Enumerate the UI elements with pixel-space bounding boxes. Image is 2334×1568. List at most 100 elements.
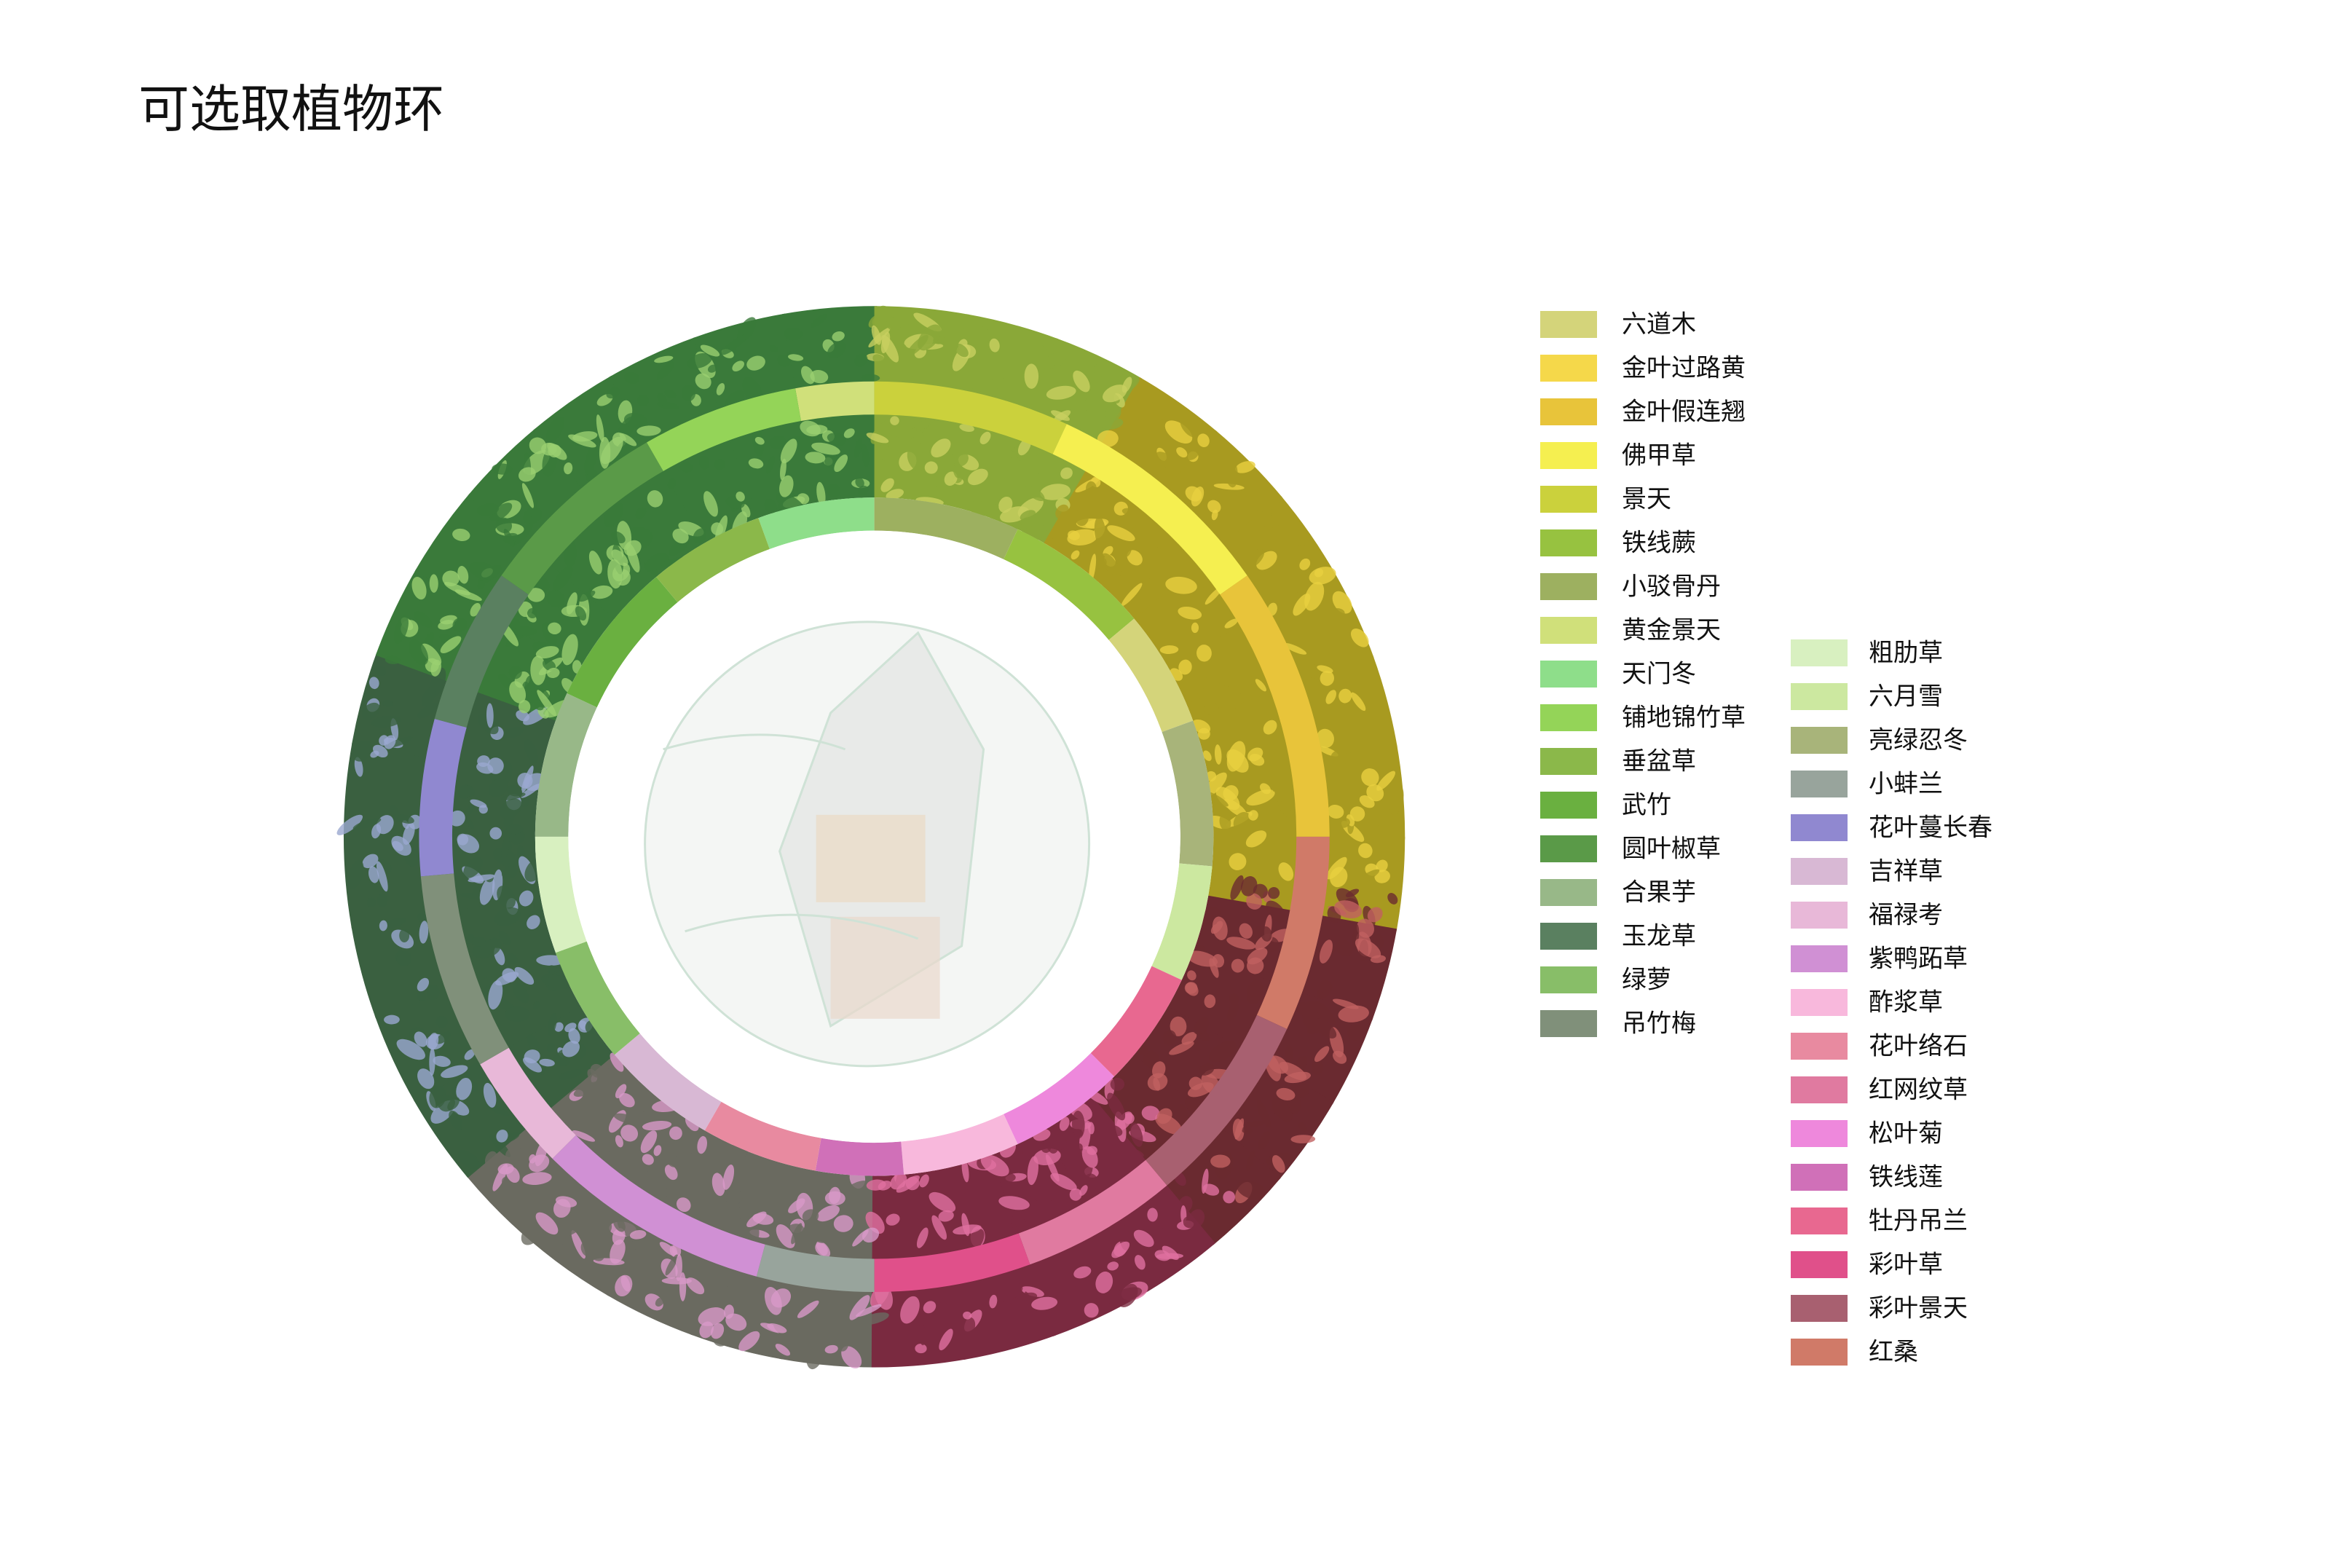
leaf [1147, 1207, 1158, 1222]
legend-label: 铺地锦竹草 [1622, 704, 1746, 733]
leaf [746, 1211, 767, 1228]
leaf [748, 458, 764, 469]
leaf [547, 667, 560, 679]
leaf [1127, 550, 1143, 566]
leaf [898, 323, 910, 335]
leaf [1351, 692, 1366, 712]
leaf [1101, 418, 1124, 430]
leaf [1018, 1192, 1038, 1205]
leaf [672, 528, 689, 544]
leaf [587, 1068, 602, 1088]
inner-band-segment [1151, 863, 1213, 980]
leaf [1353, 869, 1380, 886]
leaf [935, 1243, 948, 1256]
legend-swatch [1791, 989, 1848, 1016]
leaf [1108, 1125, 1123, 1137]
leaf [490, 937, 502, 949]
leaf [1356, 918, 1374, 938]
leaf [1149, 1266, 1164, 1280]
leaf [523, 500, 538, 523]
leaf [1116, 444, 1134, 457]
leaf [780, 438, 797, 464]
leaf [669, 1126, 682, 1140]
leaf [1327, 804, 1344, 819]
leaf [368, 866, 379, 883]
leaf [382, 700, 393, 707]
leaf [623, 412, 648, 429]
leaf [1107, 525, 1135, 542]
leaf [916, 1227, 929, 1248]
leaf [464, 1049, 476, 1060]
leaf [1086, 481, 1097, 497]
legend: 六道木金叶过路黄金叶假连翘佛甲草景天铁线蕨小驳骨丹黄金景天天门冬铺地锦竹草垂盆草… [1540, 310, 1992, 1367]
leaf [488, 980, 503, 1010]
leaf [824, 1344, 838, 1354]
leaf [725, 1147, 747, 1162]
outer-band-segment [419, 719, 467, 877]
leaf [607, 559, 623, 589]
leaf [998, 1196, 1030, 1210]
leaf [1290, 1135, 1316, 1143]
leaf [501, 832, 510, 862]
leaf [1193, 1017, 1210, 1035]
leaf [1060, 467, 1073, 479]
leaf [501, 1176, 527, 1198]
leaf [384, 1015, 400, 1025]
sketch-block [816, 814, 926, 902]
leaf [417, 991, 427, 1001]
leaf [1263, 720, 1277, 735]
leaf [477, 580, 485, 590]
leaf [656, 1177, 671, 1191]
leaf [711, 522, 724, 535]
inner-band-segment [1090, 966, 1182, 1077]
leaf [707, 364, 717, 373]
leaf [604, 503, 624, 527]
leaf [880, 478, 894, 492]
leaf [1314, 568, 1324, 578]
leaf [1230, 875, 1244, 900]
leaf [706, 1280, 735, 1298]
leaf [797, 1315, 812, 1328]
leaf [1212, 916, 1228, 940]
leaf [1334, 900, 1363, 919]
leaf [397, 814, 414, 824]
leaf [1027, 1156, 1039, 1186]
leaf [961, 1158, 969, 1183]
leaf [725, 1224, 736, 1234]
legend-swatch [1540, 748, 1597, 775]
leaf [1347, 1024, 1364, 1041]
leaf [547, 1012, 557, 1036]
leaf [811, 313, 828, 328]
leaf [572, 1130, 596, 1142]
leaf [1095, 1271, 1113, 1293]
leaf [505, 1147, 523, 1162]
leaf [1358, 843, 1373, 859]
leaf [681, 385, 696, 402]
leaf [1178, 659, 1192, 675]
leaf [557, 1217, 586, 1237]
leaf [565, 1184, 583, 1195]
leaf [500, 792, 526, 800]
leaf [581, 1259, 601, 1270]
leaf [1351, 628, 1369, 647]
leaf [465, 785, 475, 797]
leaf [1152, 1061, 1166, 1079]
leaf [396, 1039, 425, 1060]
leaf [843, 428, 855, 438]
leaf [722, 1165, 735, 1190]
leaf [1345, 889, 1360, 898]
legend-label: 花叶蔓长春 [1869, 813, 1992, 843]
leaf [465, 933, 474, 945]
leaf [1326, 856, 1347, 880]
leaf [1223, 1191, 1236, 1204]
leaf [725, 1189, 743, 1206]
leaf [1226, 937, 1256, 950]
legend-label: 景天 [1622, 485, 1671, 514]
leaf [1246, 1150, 1255, 1171]
leaf [620, 1162, 640, 1182]
leaf [1051, 410, 1070, 421]
leaf [931, 1215, 947, 1240]
legend-swatch [1540, 923, 1597, 950]
leaf [990, 446, 1001, 461]
leaf [1135, 1255, 1146, 1270]
